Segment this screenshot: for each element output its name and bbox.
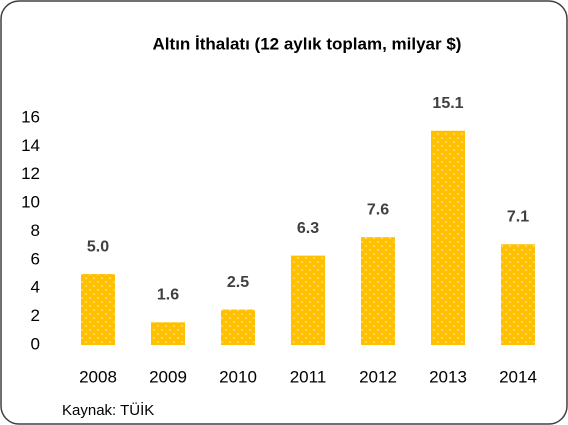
bar [151, 322, 185, 345]
y-tick-label: 0 [31, 334, 40, 353]
y-tick-label: 4 [31, 278, 40, 297]
x-tick-label: 2008 [79, 367, 117, 386]
bar [361, 237, 395, 345]
y-tick-label: 6 [31, 249, 40, 268]
x-tick-label: 2014 [499, 367, 537, 386]
chart-title: Altın İthalatı (12 aylık toplam, milyar … [153, 34, 462, 53]
y-tick-label: 14 [21, 136, 40, 155]
y-tick-label: 12 [21, 164, 40, 183]
x-tick-label: 2010 [219, 367, 257, 386]
y-tick-label: 2 [31, 306, 40, 325]
value-label: 5.0 [87, 238, 109, 255]
value-label: 7.1 [507, 208, 529, 225]
bar [81, 274, 115, 345]
x-tick-label: 2011 [290, 367, 327, 386]
y-tick-label: 16 [21, 107, 40, 126]
bar [291, 255, 325, 345]
bar [501, 244, 535, 345]
value-label: 15.1 [432, 95, 463, 112]
x-tick-label: 2009 [149, 367, 187, 386]
x-tick-label: 2012 [359, 367, 397, 386]
value-label: 7.6 [367, 201, 389, 218]
value-label: 6.3 [297, 220, 319, 237]
bar [221, 309, 255, 345]
value-label: 1.6 [157, 287, 179, 304]
bar [431, 130, 465, 345]
source-note: Kaynak: TÜİK [62, 401, 154, 419]
y-tick-label: 10 [21, 193, 40, 212]
y-tick-label: 8 [31, 221, 40, 240]
value-label: 2.5 [227, 274, 249, 291]
x-tick-label: 2013 [429, 367, 467, 386]
